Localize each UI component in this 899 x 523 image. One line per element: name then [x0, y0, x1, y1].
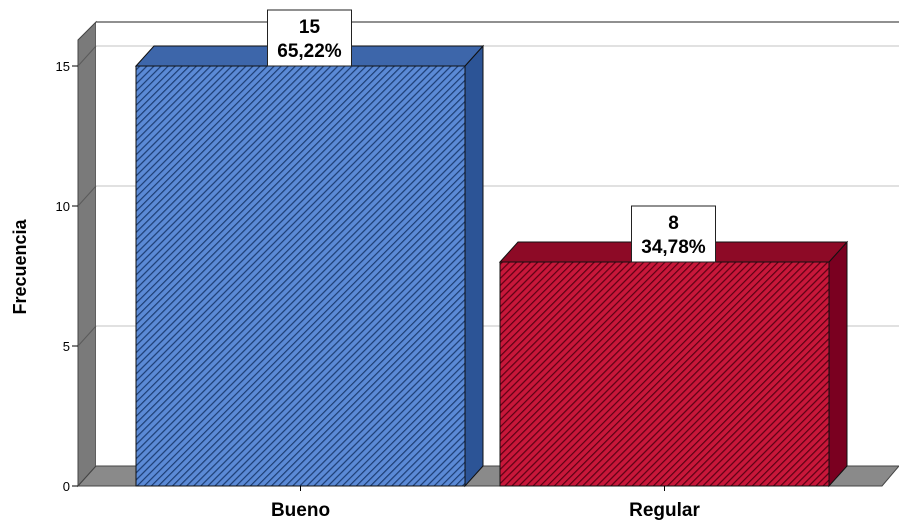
y-tick-label: 10: [56, 199, 70, 214]
side-wall: [77, 20, 97, 488]
data-label-percent: 34,78%: [641, 237, 706, 258]
data-label-box: [267, 9, 352, 67]
bar: [135, 65, 466, 487]
x-tick-label: Regular: [629, 500, 700, 521]
gridline-wall: [77, 45, 97, 67]
data-label-count: 15: [299, 17, 321, 38]
data-label-count: 8: [668, 213, 679, 234]
x-axis-categories: Bueno Regular: [271, 486, 700, 521]
data-label-percent: 65,22%: [277, 41, 342, 62]
gridline-wall: [77, 185, 97, 207]
y-tick-label: 0: [63, 479, 70, 494]
bar: [499, 261, 830, 487]
gridline-wall: [77, 325, 97, 347]
y-tick-label: 5: [63, 339, 70, 354]
y-tick-label: 15: [56, 59, 70, 74]
bar-side: [828, 240, 848, 488]
y-axis-label: Frecuencia: [10, 218, 30, 314]
y-axis-ticks: 0 5 10 15: [56, 59, 78, 494]
x-tick-label: Bueno: [271, 500, 330, 521]
data-label-box: [631, 205, 716, 263]
data-labels: 15 65,22% 8 34,78%: [267, 9, 716, 263]
bar-side: [464, 44, 484, 488]
